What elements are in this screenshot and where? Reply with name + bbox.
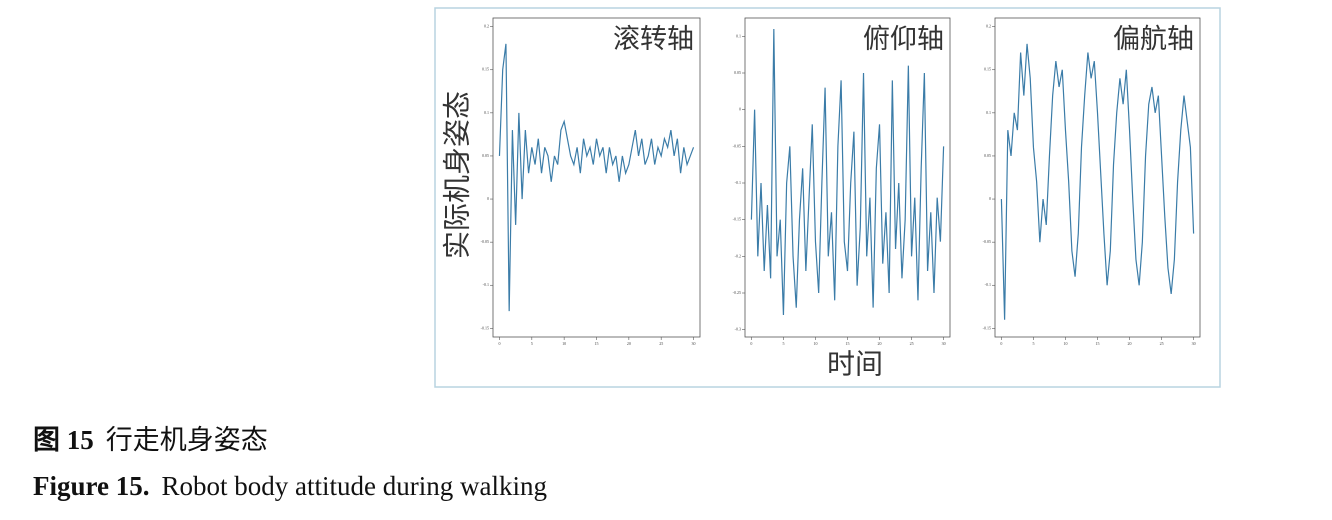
plot-frame [492,17,701,338]
x-tick-label: 10 [813,341,817,346]
caption-zh: 图 15 行走机身姿态 [33,418,268,457]
x-tick-label: 30 [1192,341,1196,346]
y-tick-label: 0.15 [984,67,991,72]
y-tick-label: -0.05 [481,239,489,244]
data-line [498,43,695,312]
x-tick-label: 15 [1096,341,1100,346]
x-axis-label: 时间 [827,348,883,380]
y-tick-label: -0.1 [483,282,489,287]
x-tick-label: 30 [692,341,696,346]
y-tick-label: -0.15 [733,217,741,222]
y-tick-label: 0.15 [482,67,489,72]
y-tick-label: 0.05 [482,153,489,158]
panel-title: 俯仰轴 [863,24,944,54]
y-tick-label: 0.05 [734,70,741,75]
y-tick-label: -0.1 [735,180,741,185]
y-tick-label: -0.15 [983,325,991,330]
y-tick-label: 0.1 [986,110,991,115]
y-tick-label: -0.2 [735,253,741,258]
panel-title: 偏航轴 [1113,24,1194,54]
caption-en: Figure 15. Robot body attitude during wal… [33,471,547,502]
y-tick-label: 0.1 [736,33,741,38]
data-line [1000,43,1195,320]
x-tick-label: 15 [595,341,599,346]
y-tick-label: -0.05 [733,143,741,148]
y-tick-label: -0.15 [481,325,489,330]
x-tick-label: 0 [750,341,752,346]
y-tick-label: 0.05 [984,153,991,158]
x-tick-label: 5 [1032,341,1034,346]
x-tick-label: 20 [627,341,631,346]
y-tick-label: -0.1 [985,282,991,287]
y-tick-label: -0.25 [733,290,741,295]
x-tick-label: 20 [1128,341,1132,346]
x-tick-label: 15 [846,341,850,346]
x-tick-label: 10 [562,341,566,346]
caption-label: 图 15 [33,425,94,455]
caption-text: 行走机身姿态 [105,425,268,455]
x-tick-label: 30 [942,341,946,346]
figure: 实际机身姿态 时间 -0.15-0.1-0.0500.050.10.150.20… [434,7,1221,388]
panel-title: 滚转轴 [613,24,694,54]
caption-text: Robot body attitude during walking [161,471,547,501]
y-tick-label: 0 [487,196,489,201]
x-tick-label: 25 [1160,341,1164,346]
y-tick-label: 0.2 [986,24,991,29]
x-tick-label: 0 [498,341,500,346]
data-line [750,28,945,316]
x-tick-label: 0 [1000,341,1002,346]
x-tick-label: 5 [782,341,784,346]
x-tick-label: 5 [531,341,533,346]
x-tick-label: 25 [659,341,663,346]
x-tick-label: 20 [878,341,882,346]
x-tick-label: 10 [1063,341,1067,346]
y-tick-label: -0.3 [735,327,741,332]
y-tick-label: 0.2 [484,24,489,29]
caption-label: Figure 15. [33,471,150,501]
y-tick-label: -0.05 [983,239,991,244]
y-axis-label: 实际机身姿态 [441,91,473,259]
x-tick-label: 25 [910,341,914,346]
y-tick-label: 0.1 [484,110,489,115]
y-tick-label: 0 [989,196,991,201]
y-tick-label: 0 [739,107,741,112]
